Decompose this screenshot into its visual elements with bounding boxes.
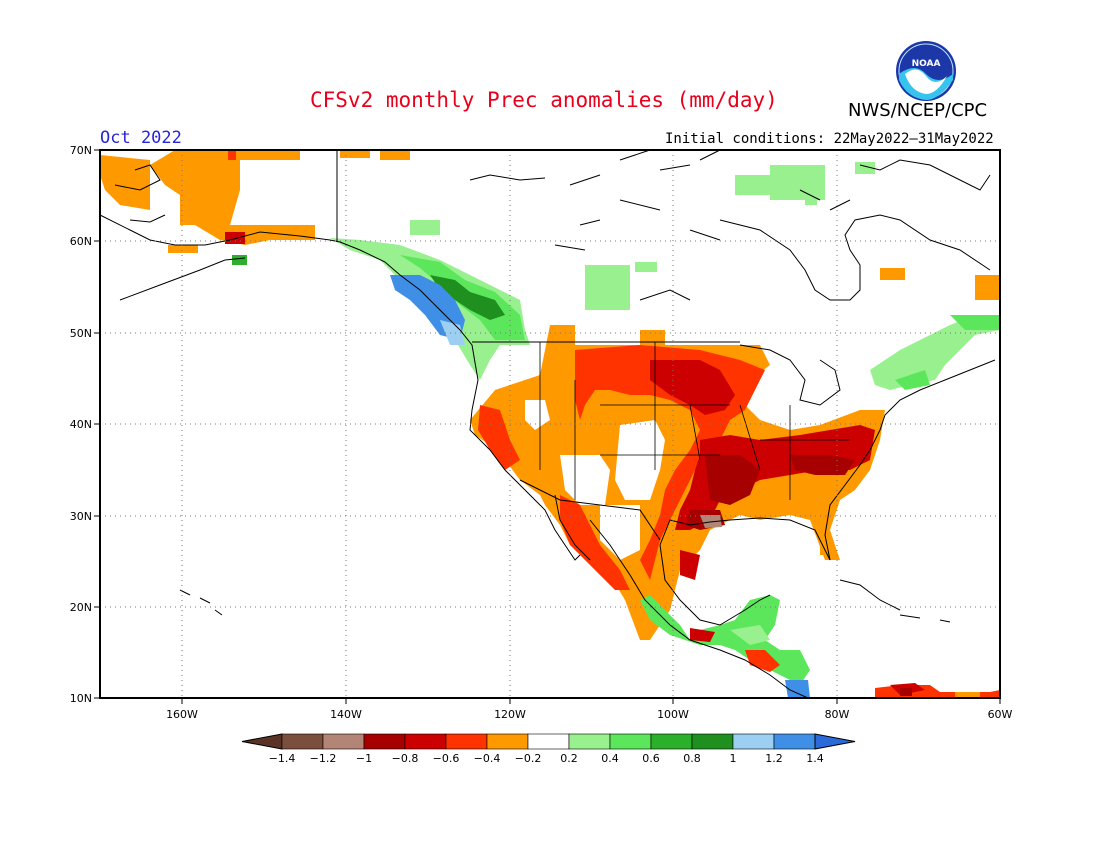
colorbar-label: 1.4: [806, 752, 824, 765]
colorbar-label: −0.8: [392, 752, 419, 765]
colorbar-label: 0.4: [601, 752, 619, 765]
colorbar-label: −0.4: [474, 752, 501, 765]
colorbar-label: −1.2: [310, 752, 337, 765]
noaa-logo-icon: NOAA: [896, 41, 956, 101]
lat-tick-label: 60N: [70, 235, 92, 248]
chart-title: CFSv2 monthly Prec anomalies (mm/day): [310, 88, 778, 112]
anomaly-region-alaska: [150, 150, 315, 245]
colorbar-label: 0.8: [683, 752, 701, 765]
colorbar-swatch: [691, 733, 734, 750]
svg-text:NOAA: NOAA: [912, 59, 941, 69]
colorbar-high-arrow: [814, 733, 856, 750]
lon-tick-label: 100W: [657, 708, 689, 721]
colorbar-label: 1: [730, 752, 737, 765]
colorbar-swatch: [486, 733, 529, 750]
colorbar-swatch: [445, 733, 488, 750]
colorbar-swatch: [732, 733, 775, 750]
colorbar-swatch: [363, 733, 406, 750]
lon-tick-label: 80W: [825, 708, 850, 721]
anomaly-region-southeast-darkred: [675, 425, 875, 530]
graticule: [100, 150, 1000, 698]
colorbar-swatch: [773, 733, 816, 750]
anomaly-region-east-canada: [870, 315, 1000, 390]
colorbar-swatch: [609, 733, 652, 750]
lat-tick-label: 10N: [70, 692, 92, 705]
colorbar-label: 0.2: [560, 752, 578, 765]
lat-tick-label: 70N: [70, 144, 92, 157]
colorbar: −1.4 −1.2 −1 −0.8 −0.6 −0.4 −0.2 0.2 0.4 0.6 0.8 1 1…: [241, 733, 856, 765]
organization-label: NWS/NCEP/CPC: [848, 100, 988, 121]
colorbar-swatch: [650, 733, 693, 750]
colorbar-swatch: [527, 733, 570, 750]
coastlines: [99, 149, 996, 699]
colorbar-label: −0.2: [515, 752, 542, 765]
colorbar-low-arrow: [241, 733, 283, 750]
colorbar-label: −0.6: [433, 752, 460, 765]
lon-tick-label: 160W: [166, 708, 198, 721]
colorbar-swatch: [322, 733, 365, 750]
anomaly-region-alaska-west: [100, 155, 150, 210]
latitude-labels: 70N 60N 50N 40N 30N 20N 10N: [70, 144, 92, 705]
lat-tick-label: 50N: [70, 327, 92, 340]
lon-tick-label: 60W: [988, 708, 1013, 721]
colorbar-label: 0.6: [642, 752, 660, 765]
anomaly-region-alaska-sw: [168, 245, 198, 253]
lon-tick-label: 140W: [330, 708, 362, 721]
lat-tick-label: 30N: [70, 510, 92, 523]
colorbar-label: −1.4: [269, 752, 296, 765]
colorbar-swatch: [568, 733, 611, 750]
lat-tick-label: 40N: [70, 418, 92, 431]
forecast-month: Oct 2022: [100, 128, 182, 148]
anomaly-fields: [100, 150, 1000, 698]
lon-tick-label: 120W: [494, 708, 526, 721]
axis-ticks: [94, 149, 1001, 704]
colorbar-label: 1.2: [765, 752, 783, 765]
initial-conditions: Initial conditions: 22May2022–31May2022: [665, 131, 994, 147]
longitude-labels: 160W 140W 120W 100W 80W 60W: [166, 708, 1012, 721]
colorbar-swatch: [404, 733, 447, 750]
lat-tick-label: 20N: [70, 601, 92, 614]
colorbar-label: −1: [356, 752, 372, 765]
colorbar-swatch: [281, 733, 324, 750]
